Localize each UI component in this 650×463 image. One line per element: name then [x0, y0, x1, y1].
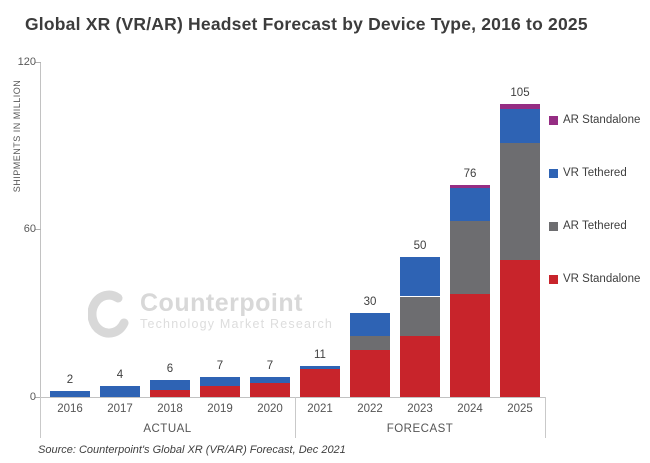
- bar-2023-ar-tethered: [400, 296, 440, 336]
- legend-swatch-ar-standalone: [549, 115, 558, 125]
- group-separator-left: [40, 397, 41, 438]
- y-tick-mark-0: [35, 397, 41, 398]
- bar-total-2024: 76: [463, 167, 477, 180]
- watermark-text: Counterpoint Technology Market Research: [140, 289, 334, 332]
- bar-total-2020: 7: [266, 360, 274, 373]
- x-tick-2022: 2022: [357, 403, 383, 415]
- group-separator-middle: [295, 397, 296, 438]
- x-tick-2019: 2019: [207, 403, 233, 415]
- x-tick-2021: 2021: [307, 403, 333, 415]
- bar-2019-vr-tethered: [200, 377, 240, 386]
- legend-label-vr-standalone: VR Standalone: [563, 273, 641, 285]
- x-tick-2025: 2025: [507, 403, 533, 415]
- bar-2024-ar-standalone: [450, 184, 490, 188]
- bar-2022-vr-standalone: [350, 349, 390, 397]
- source-note: Source: Counterpoint's Global XR (VR/AR)…: [38, 444, 346, 456]
- bar-2022-vr-tethered: [350, 313, 390, 336]
- bar-2021-vr-tethered: [300, 366, 340, 370]
- bar-total-2018: 6: [166, 363, 174, 376]
- legend-item-vr-standalone: VR Standalone: [549, 271, 640, 287]
- counterpoint-watermark: Counterpoint Technology Market Research: [87, 289, 334, 345]
- bar-total-2017: 4: [116, 368, 124, 381]
- bar-2025-ar-tethered: [500, 142, 540, 261]
- bar-2025-vr-standalone: [500, 260, 540, 397]
- bar-2023-vr-standalone: [400, 335, 440, 397]
- bar-total-2016: 2: [66, 374, 74, 387]
- legend-label-ar-standalone: AR Standalone: [563, 114, 641, 126]
- x-tick-2020: 2020: [257, 403, 283, 415]
- bar-2024-vr-tethered: [450, 187, 490, 222]
- y-tick-label-120: 120: [17, 56, 36, 68]
- y-tick-mark-60: [35, 229, 41, 230]
- bar-2019-vr-standalone: [200, 385, 240, 397]
- group-separator-right: [545, 397, 546, 438]
- x-tick-2023: 2023: [407, 403, 433, 415]
- bar-2018-vr-standalone: [150, 390, 190, 397]
- counterpoint-logo-icon: [87, 290, 132, 345]
- x-tick-2017: 2017: [107, 403, 133, 415]
- group-label-actual: ACTUAL: [143, 423, 192, 435]
- bar-2022-ar-tethered: [350, 335, 390, 350]
- y-tick-label-0: 0: [29, 391, 36, 403]
- group-label-forecast: FORECAST: [386, 423, 454, 435]
- bar-2024-vr-standalone: [450, 293, 490, 397]
- legend-swatch-vr-tethered: [549, 168, 558, 178]
- chart-title: Global XR (VR/AR) Headset Forecast by De…: [25, 14, 588, 34]
- x-tick-2016: 2016: [57, 403, 83, 415]
- bar-2023-vr-tethered: [400, 257, 440, 297]
- watermark-brand: Counterpoint: [140, 289, 303, 317]
- bar-2018-vr-tethered: [150, 380, 190, 391]
- y-axis-title: SHIPMENTS IN MILLION: [12, 79, 22, 193]
- legend-item-ar-standalone: AR Standalone: [549, 112, 640, 128]
- bar-2020-vr-standalone: [250, 383, 290, 397]
- bar-2016-vr-tethered: [50, 391, 90, 397]
- x-tick-2024: 2024: [457, 403, 483, 415]
- legend-item-vr-tethered: VR Tethered: [549, 165, 627, 181]
- bar-2024-ar-tethered: [450, 221, 490, 294]
- bar-2025-ar-standalone: [500, 103, 540, 110]
- legend-item-ar-tethered: AR Tethered: [549, 218, 627, 234]
- y-tick-mark-120: [35, 62, 41, 63]
- bar-2025-vr-tethered: [500, 109, 540, 143]
- bar-2021-vr-standalone: [300, 369, 340, 397]
- bar-2020-vr-tethered: [250, 377, 290, 384]
- y-tick-label-60: 60: [23, 223, 36, 235]
- watermark-tagline: Technology Market Research: [140, 317, 334, 332]
- x-axis-line: [38, 397, 545, 398]
- bar-2017-vr-tethered: [100, 385, 140, 397]
- legend-swatch-ar-tethered: [549, 221, 558, 231]
- legend-swatch-vr-standalone: [549, 274, 558, 284]
- bar-total-2022: 30: [363, 296, 377, 309]
- x-tick-2018: 2018: [157, 403, 183, 415]
- bar-total-2019: 7: [216, 360, 224, 373]
- legend-label-vr-tethered: VR Tethered: [563, 167, 627, 179]
- bar-total-2023: 50: [413, 240, 427, 253]
- legend-label-ar-tethered: AR Tethered: [563, 220, 627, 232]
- bar-total-2025: 105: [510, 86, 530, 99]
- bar-total-2021: 11: [314, 349, 326, 362]
